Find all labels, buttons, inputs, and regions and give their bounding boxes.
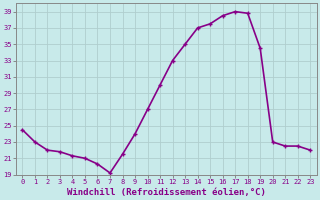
X-axis label: Windchill (Refroidissement éolien,°C): Windchill (Refroidissement éolien,°C) bbox=[67, 188, 266, 197]
